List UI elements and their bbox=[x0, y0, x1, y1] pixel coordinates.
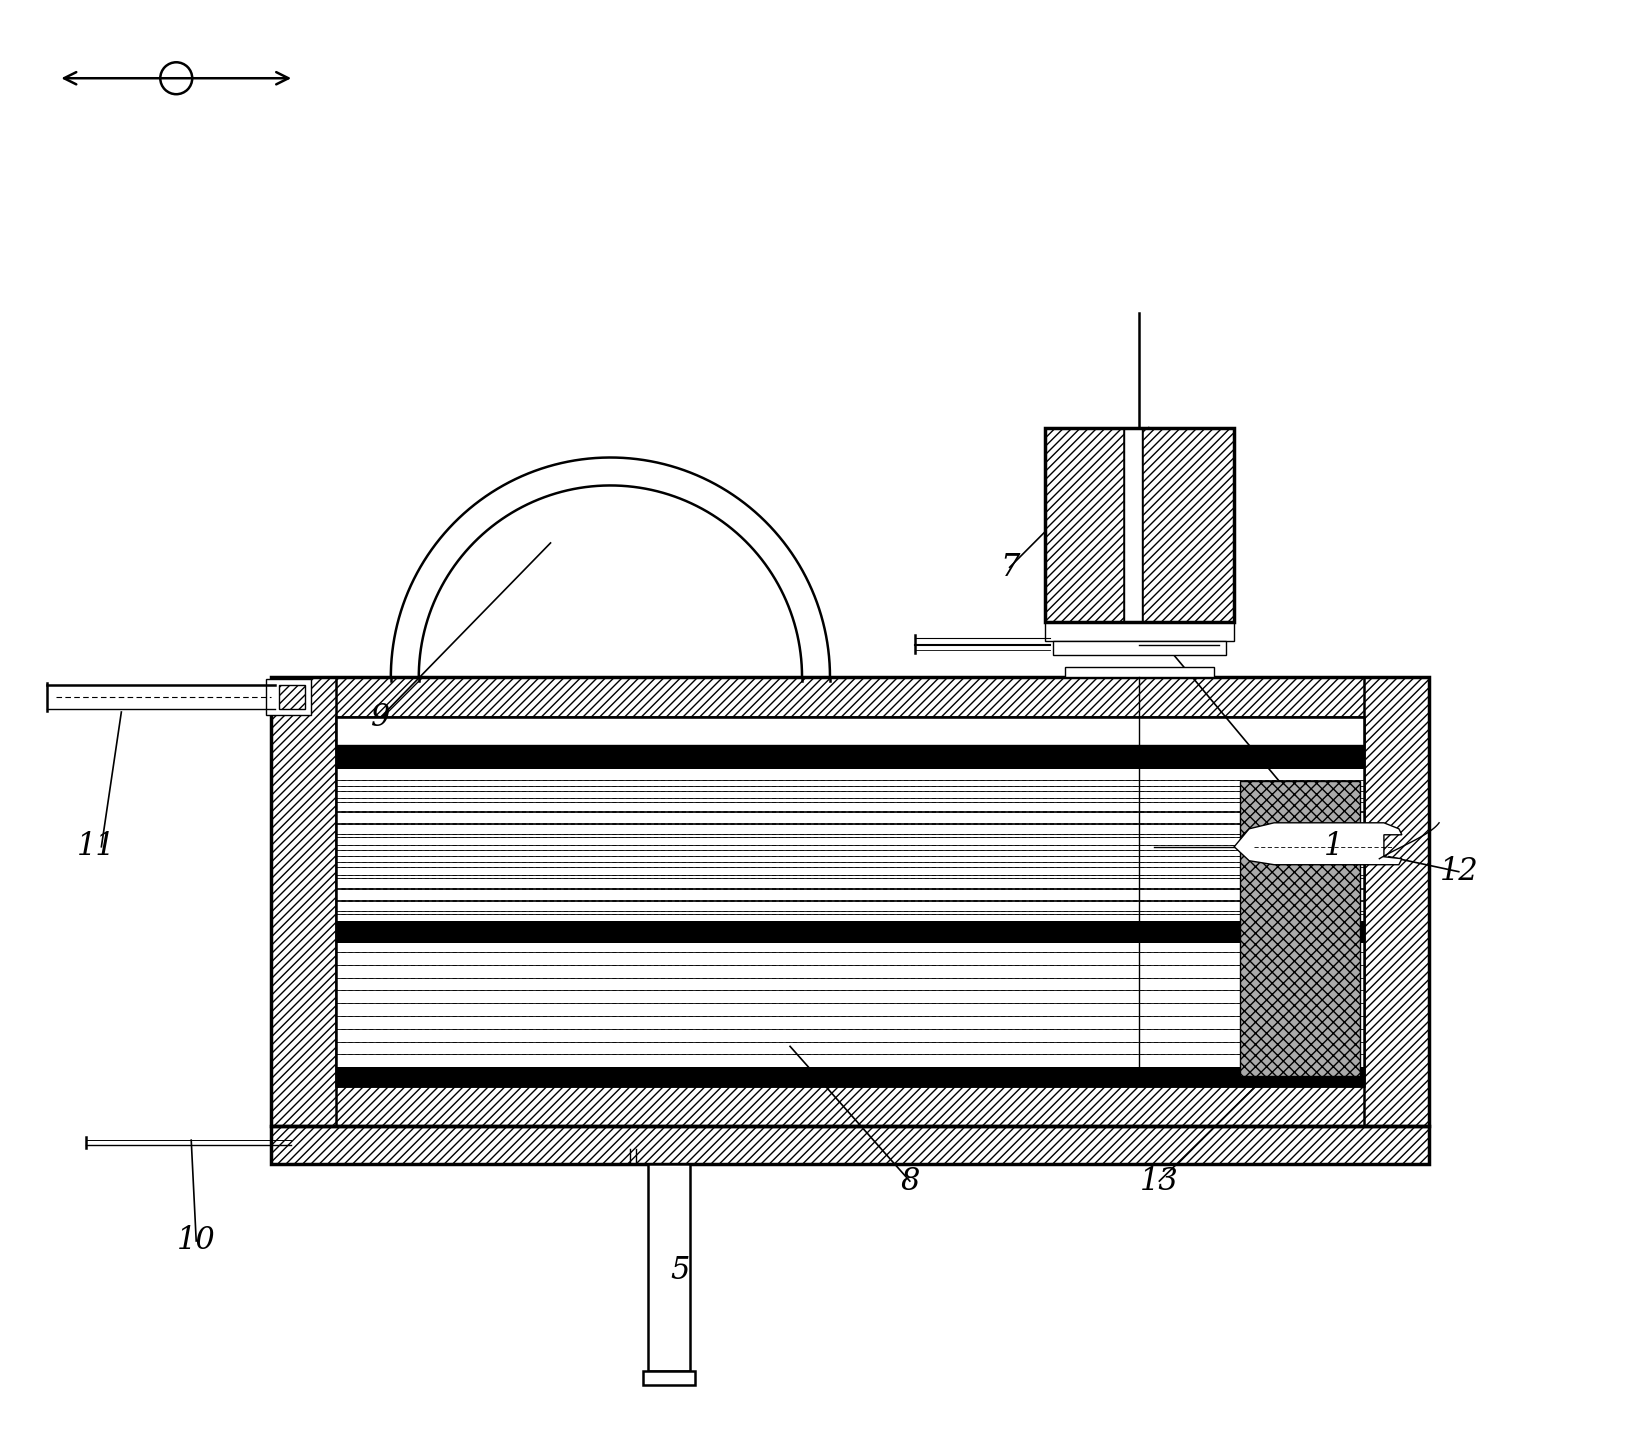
Bar bbox=[1064, 667, 1213, 677]
Bar bbox=[337, 717, 1365, 1086]
Bar bbox=[337, 717, 1365, 744]
Bar bbox=[271, 677, 1429, 1127]
Bar bbox=[1044, 428, 1235, 622]
Bar bbox=[1053, 641, 1227, 655]
Bar bbox=[337, 1068, 1365, 1086]
Bar bbox=[1125, 428, 1143, 622]
Text: 8: 8 bbox=[900, 1165, 920, 1197]
Text: 13: 13 bbox=[1140, 1165, 1179, 1197]
Bar bbox=[337, 744, 1365, 769]
Bar bbox=[271, 1127, 1429, 1164]
Text: 9: 9 bbox=[371, 701, 391, 733]
Bar bbox=[271, 677, 1429, 717]
Text: 10: 10 bbox=[177, 1226, 215, 1256]
Bar bbox=[1240, 780, 1360, 1076]
Bar bbox=[1365, 677, 1429, 1127]
Bar bbox=[1044, 622, 1235, 641]
Text: 12: 12 bbox=[1440, 856, 1478, 887]
Bar bbox=[644, 1371, 695, 1385]
Bar bbox=[266, 680, 312, 716]
Text: 11: 11 bbox=[77, 831, 117, 862]
Text: 7: 7 bbox=[1000, 552, 1020, 583]
Polygon shape bbox=[1235, 823, 1402, 865]
Bar bbox=[271, 1127, 1429, 1164]
Bar bbox=[1143, 428, 1235, 622]
Bar bbox=[649, 1164, 690, 1371]
Bar bbox=[1044, 428, 1125, 622]
Bar bbox=[271, 677, 337, 1127]
Bar bbox=[337, 744, 1365, 1086]
Bar bbox=[337, 921, 1365, 943]
Text: 5: 5 bbox=[670, 1256, 690, 1286]
Text: 1: 1 bbox=[1325, 831, 1343, 862]
Bar bbox=[279, 685, 305, 708]
Bar bbox=[271, 1086, 1429, 1127]
